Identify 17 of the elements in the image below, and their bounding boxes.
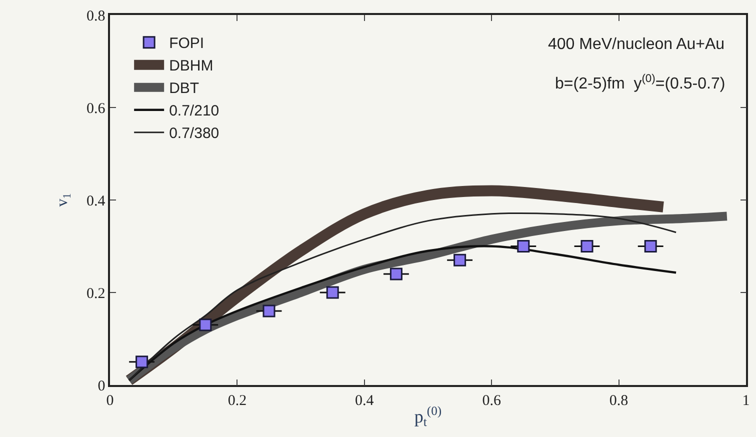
x-tick-label: 0.4 <box>355 392 374 409</box>
y-tick-label: 0.8 <box>86 8 106 24</box>
y-tick-label: 0.2 <box>86 286 106 302</box>
x-tick-label: 0.6 <box>482 392 502 409</box>
x-tick-label: 0.2 <box>228 392 247 409</box>
legend-label: 0.7/380 <box>169 125 220 142</box>
y-tick-label: 0 <box>98 378 106 394</box>
legend-label: DBT <box>169 80 200 98</box>
annotation: b=(2-5)fm y$^{(0)}$=(0.5-0.7) <box>555 73 726 93</box>
y-tick-label: 0.6 <box>86 100 106 117</box>
x-tick-label: 1 <box>742 392 750 409</box>
legend-label: DBHM <box>169 58 214 75</box>
y-tick-label: 0.4 <box>86 193 106 210</box>
legend-label: 0.7/210 <box>169 102 220 120</box>
x-tick-label: 0.8 <box>609 392 628 409</box>
legend-label: FOPI <box>169 35 204 52</box>
annotation: 400 MeV/nucleon Au+Au <box>548 36 725 53</box>
